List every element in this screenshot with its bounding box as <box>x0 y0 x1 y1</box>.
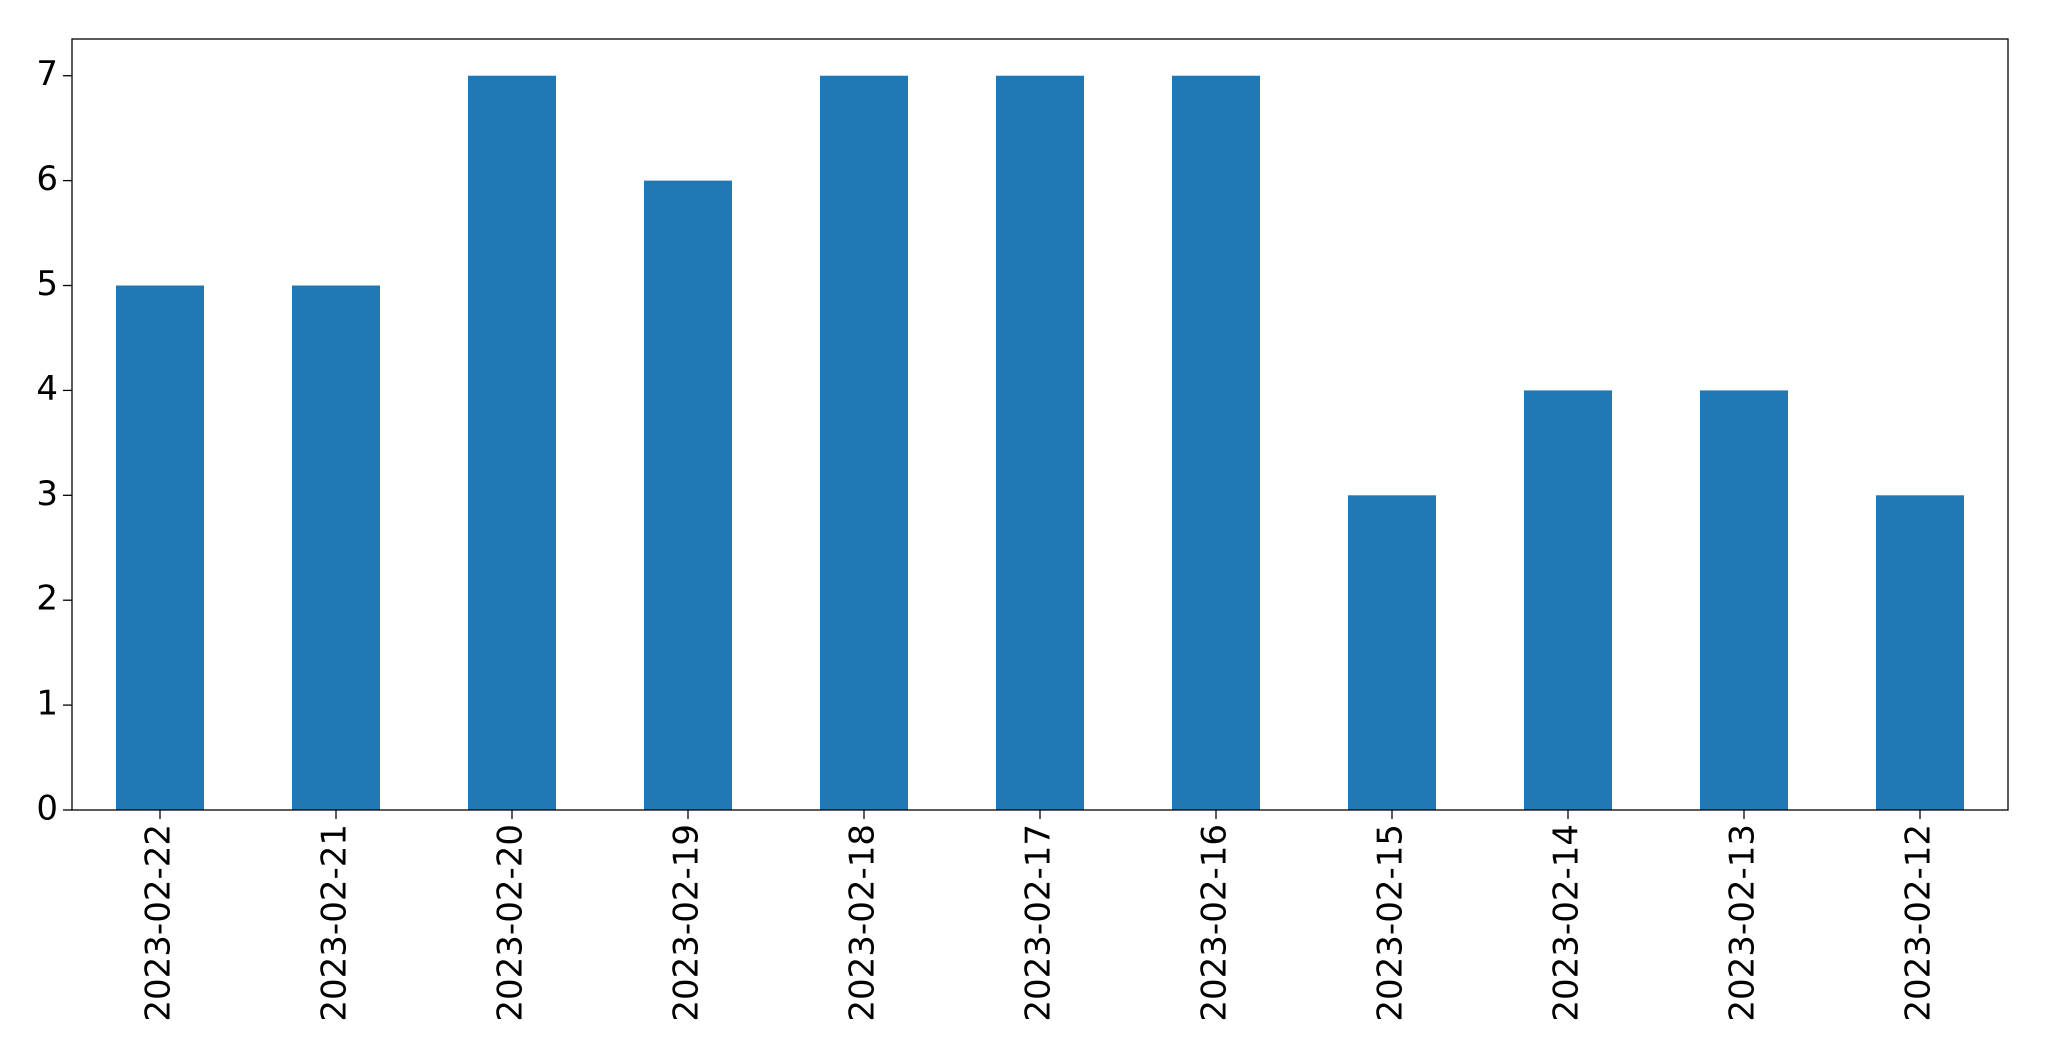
plot: 0 1 2 3 4 5 6 7 2023-02-22 2023-02-21 2023-02-20 20… <box>36 54 1964 1022</box>
x-tick-label: 2023-02-19 <box>667 824 707 1022</box>
bar <box>116 285 204 810</box>
y-tick-label: 3 <box>36 474 58 514</box>
x-tick-label: 2023-02-14 <box>1547 824 1587 1022</box>
bar <box>1876 495 1964 810</box>
bar <box>1348 495 1436 810</box>
x-tick-label: 2023-02-15 <box>1371 824 1411 1022</box>
y-tick-label: 0 <box>36 789 58 829</box>
bar <box>1700 390 1788 810</box>
plot-frame <box>71 38 2009 811</box>
y-tick-label: 1 <box>36 684 58 724</box>
bar <box>996 75 1084 810</box>
bar <box>1524 390 1612 810</box>
x-tick-label: 2023-02-20 <box>491 824 531 1022</box>
x-tick-label: 2023-02-12 <box>1899 824 1939 1022</box>
y-tick-label: 5 <box>36 264 58 304</box>
x-tick-label: 2023-02-17 <box>1019 824 1059 1022</box>
x-tick-label: 2023-02-18 <box>843 824 883 1022</box>
y-tick-label: 6 <box>36 159 58 199</box>
x-tick-label: 2023-02-21 <box>315 824 355 1022</box>
bar <box>1172 75 1260 810</box>
x-tick-label: 2023-02-22 <box>139 824 179 1022</box>
y-tick-label: 4 <box>36 369 58 409</box>
y-tick-label: 7 <box>36 54 58 94</box>
bar <box>644 180 732 810</box>
bar <box>468 75 556 810</box>
bar <box>292 285 380 810</box>
x-tick-label: 2023-02-16 <box>1195 824 1235 1022</box>
y-tick-label: 2 <box>36 579 58 619</box>
bar <box>820 75 908 810</box>
x-tick-label: 2023-02-13 <box>1723 824 1763 1022</box>
